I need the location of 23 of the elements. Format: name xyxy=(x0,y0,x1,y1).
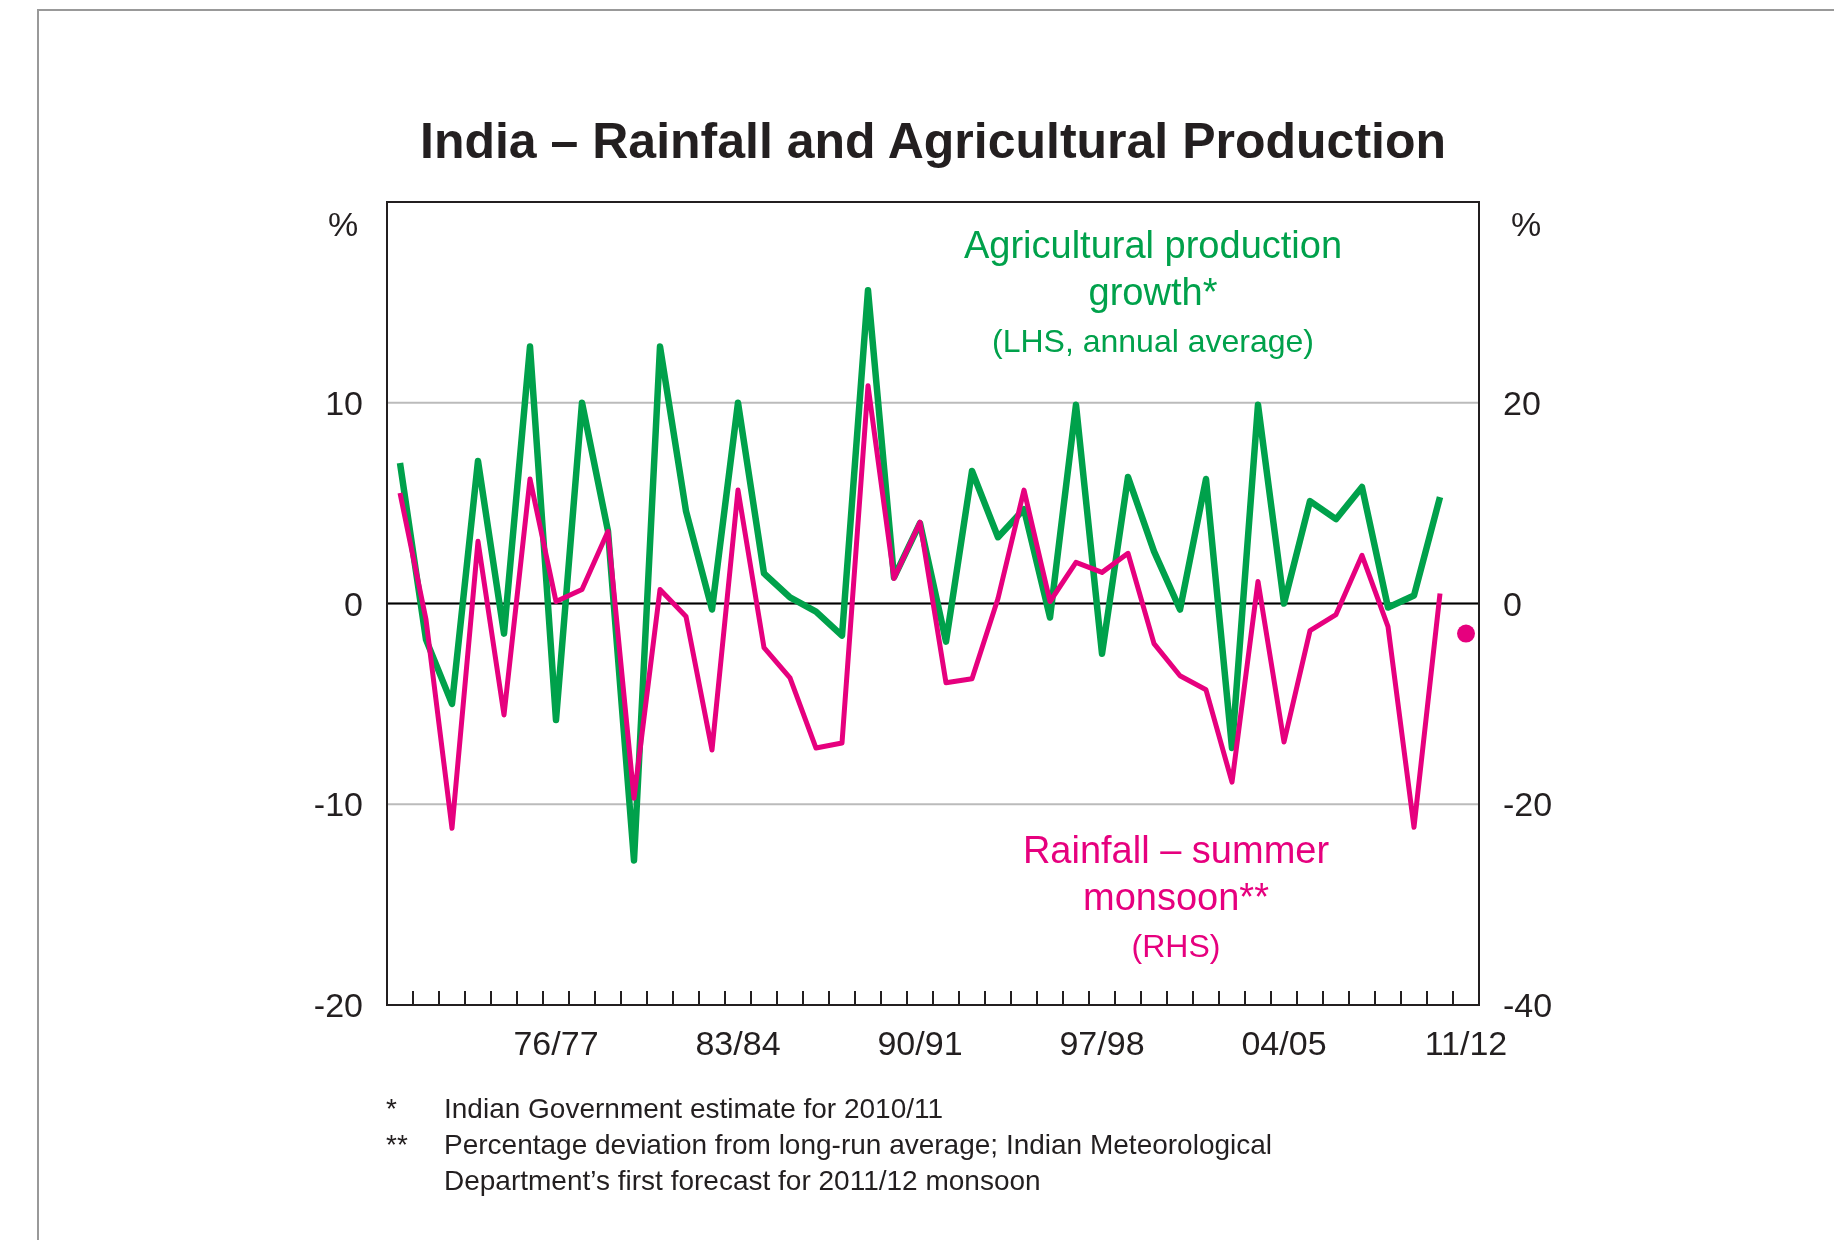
y-tick-label: 0 xyxy=(344,584,363,623)
y-tick-label: 10 xyxy=(325,383,363,422)
x-tick-label: 90/91 xyxy=(877,1024,963,1062)
text: Rainfall – summer monsoon** xyxy=(1022,829,1330,918)
y-axis-title: % xyxy=(327,205,359,243)
annotation: (RHS) xyxy=(1131,928,1221,964)
y2-tick-label: -40 xyxy=(1503,986,1553,1024)
text: * Indian Government estimate for 2010/11 xyxy=(386,1093,944,1124)
y2-tick-label: 20 xyxy=(1503,383,1541,422)
y-tick-label: -10 xyxy=(313,785,363,824)
y2-tick-label: 0 xyxy=(1503,584,1522,623)
y2-tick-label: -20 xyxy=(1503,785,1553,824)
x-tick-label: 04/05 xyxy=(1241,1024,1327,1062)
chart-title: India – Rainfall and Agricultural Production xyxy=(419,113,1447,169)
y2-axis-title: % xyxy=(1510,205,1542,243)
x-tick-label: 97/98 xyxy=(1059,1024,1145,1062)
x-tick-label: 76/77 xyxy=(513,1024,599,1062)
y-tick-label: -20 xyxy=(313,986,363,1024)
annotation: (LHS, annual average) xyxy=(992,323,1314,359)
text: ** Percentage deviation from long-run average; Indian Meteorological Department’s first forecast for 2011/12 monsoon xyxy=(386,1129,1273,1196)
text: Agricultural production growth* xyxy=(963,224,1343,313)
x-tick-label: 11/12 xyxy=(1424,1024,1508,1062)
x-tick-label: 83/84 xyxy=(695,1024,781,1062)
